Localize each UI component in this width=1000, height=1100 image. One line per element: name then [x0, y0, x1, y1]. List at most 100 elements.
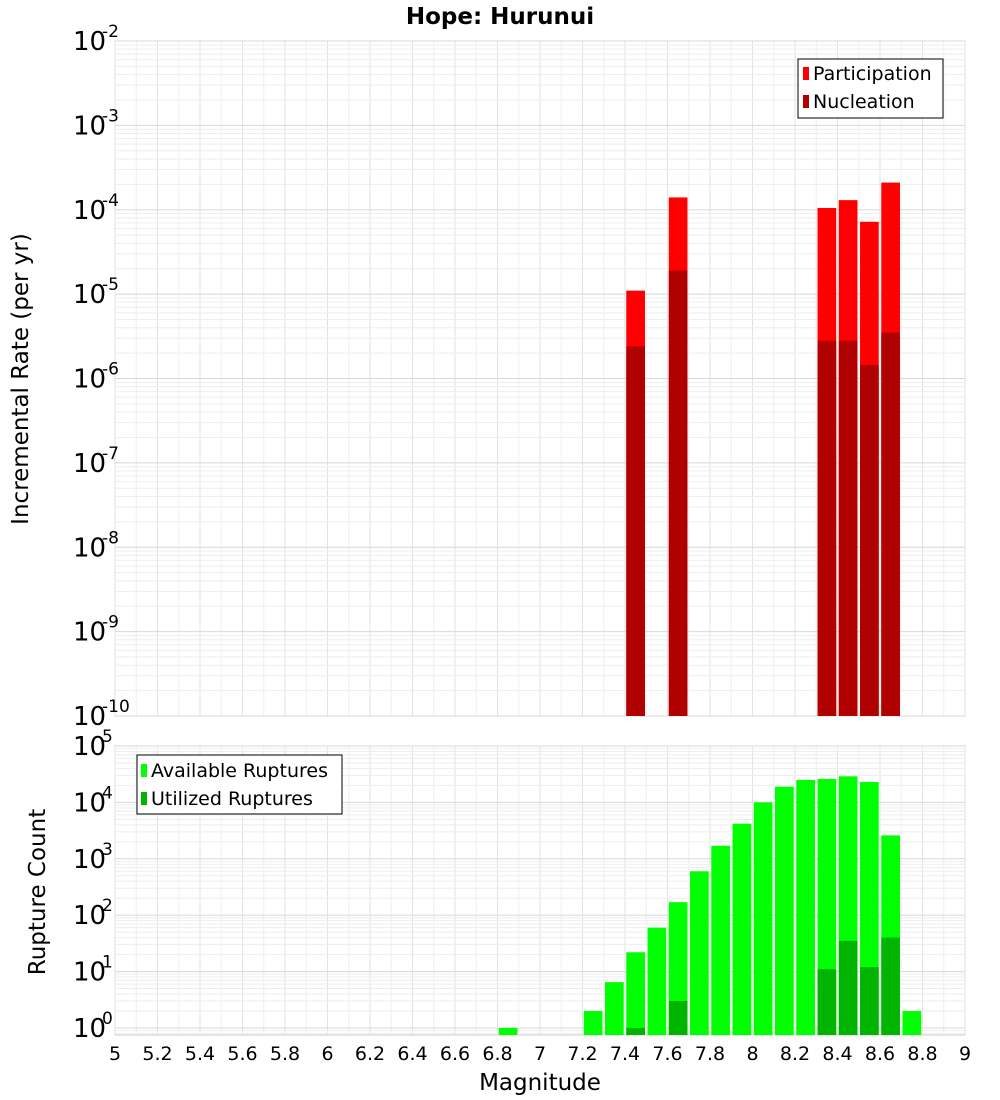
top-y-tick-base: 10 — [73, 27, 106, 57]
bottom-y-tick-label: 102 — [73, 896, 113, 931]
x-tick-label: 8.6 — [865, 1043, 895, 1065]
top-y-tick-label: 10-4 — [73, 191, 119, 226]
x-tick-label: 7.8 — [695, 1043, 725, 1065]
x-tick-label: 5.8 — [270, 1043, 300, 1065]
top-y-ticks: 10-210-310-410-510-610-710-810-910-10 — [73, 22, 130, 732]
x-tick-label: 6 — [321, 1043, 333, 1065]
bottom-bar-available-ruptures — [753, 802, 773, 1035]
x-tick-label: 5.4 — [185, 1043, 215, 1065]
x-tick-label: 8.8 — [907, 1043, 937, 1065]
top-bar-nucleation — [860, 364, 879, 716]
bottom-y-tick-base: 10 — [73, 1014, 106, 1044]
bottom-y-tick-label: 105 — [73, 727, 113, 762]
top-y-tick-label: 10-5 — [73, 275, 119, 310]
top-y-tick-base: 10 — [73, 365, 106, 395]
top-y-tick-exp: -4 — [102, 191, 119, 211]
bottom-y-tick-base: 10 — [73, 958, 106, 988]
bottom-y-axis-label: Rupture Count — [25, 809, 51, 975]
legend-swatch-available — [141, 764, 147, 777]
top-y-tick-label: 10-2 — [73, 22, 119, 57]
x-tick-label: 6.4 — [397, 1043, 427, 1065]
bottom-bar-available-ruptures — [626, 952, 645, 1035]
bottom-bar-available-ruptures — [498, 1027, 518, 1035]
top-y-tick-label: 10-3 — [73, 106, 119, 141]
top-y-tick-exp: -5 — [102, 275, 119, 295]
top-y-tick-base: 10 — [73, 196, 106, 226]
bottom-bar-utilized-ruptures — [881, 937, 900, 1035]
top-y-tick-base: 10 — [73, 111, 106, 141]
x-ticks: 5 5.2 5.4 5.6 5.8 6 6.2 6.4 6.6 6.8 7 7.2 7.4 7.6 7.8 8… — [109, 1043, 971, 1065]
legend-label-participation: Participation — [813, 63, 932, 85]
top-y-tick-exp: -9 — [102, 613, 119, 633]
top-y-tick-exp: -7 — [102, 444, 119, 464]
x-tick-label: 7.4 — [610, 1043, 640, 1065]
bottom-y-tick-exp: 5 — [102, 727, 113, 747]
bottom-bar-utilized-ruptures — [860, 967, 879, 1035]
x-axis-label: Magnitude — [479, 1070, 601, 1096]
x-tick-label: 8.2 — [780, 1043, 810, 1065]
top-y-tick-label: 10-10 — [73, 697, 130, 732]
bottom-legend-box — [136, 754, 343, 815]
x-tick-label: 5 — [109, 1043, 121, 1065]
x-tick-label: 8.4 — [822, 1043, 852, 1065]
bottom-bar-available-ruptures — [605, 982, 624, 1035]
bottom-bars — [498, 776, 922, 1035]
top-y-tick-exp: -2 — [102, 22, 119, 42]
bottom-y-tick-label: 100 — [73, 1009, 113, 1044]
top-y-axis-label: Incremental Rate (per yr) — [8, 233, 34, 525]
top-y-tick-exp: -8 — [102, 528, 119, 548]
top-bar-nucleation — [817, 340, 837, 716]
top-legend-box — [797, 58, 944, 119]
bottom-bar-available-ruptures — [902, 1010, 922, 1035]
top-y-tick-base: 10 — [73, 618, 106, 648]
legend-label-available: Available Ruptures — [151, 760, 328, 782]
x-tick-label: 6.2 — [355, 1043, 385, 1065]
x-tick-label: 8 — [746, 1043, 758, 1065]
legend-label-utilized: Utilized Ruptures — [151, 788, 313, 810]
bottom-y-tick-exp: 0 — [102, 1009, 113, 1029]
bottom-y-tick-exp: 1 — [102, 953, 113, 973]
legend-label-nucleation: Nucleation — [813, 91, 915, 113]
top-y-tick-label: 10-8 — [73, 528, 119, 563]
bottom-bar-utilized-ruptures — [838, 940, 858, 1035]
x-tick-label: 7 — [534, 1043, 546, 1065]
top-bar-nucleation — [626, 346, 645, 716]
bottom-y-tick-label: 103 — [73, 840, 113, 875]
bottom-bar-utilized-ruptures — [817, 969, 837, 1035]
legend-swatch-participation — [803, 67, 809, 80]
bottom-y-tick-label: 101 — [73, 953, 113, 988]
bottom-bar-available-ruptures — [775, 786, 794, 1035]
top-y-tick-label: 10-6 — [73, 360, 119, 395]
top-y-tick-exp: -6 — [102, 360, 119, 380]
bottom-y-tick-base: 10 — [73, 901, 106, 931]
top-y-tick-base: 10 — [73, 702, 106, 732]
bottom-y-tick-exp: 4 — [102, 783, 113, 803]
bottom-y-tick-base: 10 — [73, 845, 106, 875]
top-panel: 10-210-310-410-510-610-710-810-910-10 In… — [8, 22, 966, 732]
bottom-legend: Available Ruptures Utilized Ruptures — [136, 754, 343, 815]
x-tick-label: 6.6 — [440, 1043, 470, 1065]
top-bars — [626, 182, 900, 717]
x-tick-label: 7.6 — [652, 1043, 682, 1065]
bottom-bar-available-ruptures — [583, 1010, 603, 1035]
top-y-tick-base: 10 — [73, 533, 106, 563]
bottom-y-tick-label: 104 — [73, 783, 113, 818]
bottom-bar-available-ruptures — [647, 927, 667, 1035]
top-y-tick-label: 10-9 — [73, 613, 119, 648]
bottom-y-tick-exp: 3 — [102, 840, 113, 860]
x-tick-label: 7.2 — [567, 1043, 597, 1065]
bottom-y-tick-base: 10 — [73, 732, 106, 762]
bottom-bar-available-ruptures — [796, 779, 815, 1035]
legend-swatch-nucleation — [803, 95, 809, 108]
bottom-bar-utilized-ruptures — [668, 1001, 688, 1035]
top-bar-nucleation — [838, 340, 858, 716]
x-tick-label: 9 — [959, 1043, 971, 1065]
bottom-y-tick-exp: 2 — [102, 896, 113, 916]
bottom-bar-utilized-ruptures — [626, 1027, 645, 1035]
chart-title: Hope: Hurunui — [406, 4, 594, 30]
top-gridlines — [114, 40, 966, 717]
x-tick-label: 5.6 — [227, 1043, 257, 1065]
bottom-y-tick-base: 10 — [73, 788, 106, 818]
